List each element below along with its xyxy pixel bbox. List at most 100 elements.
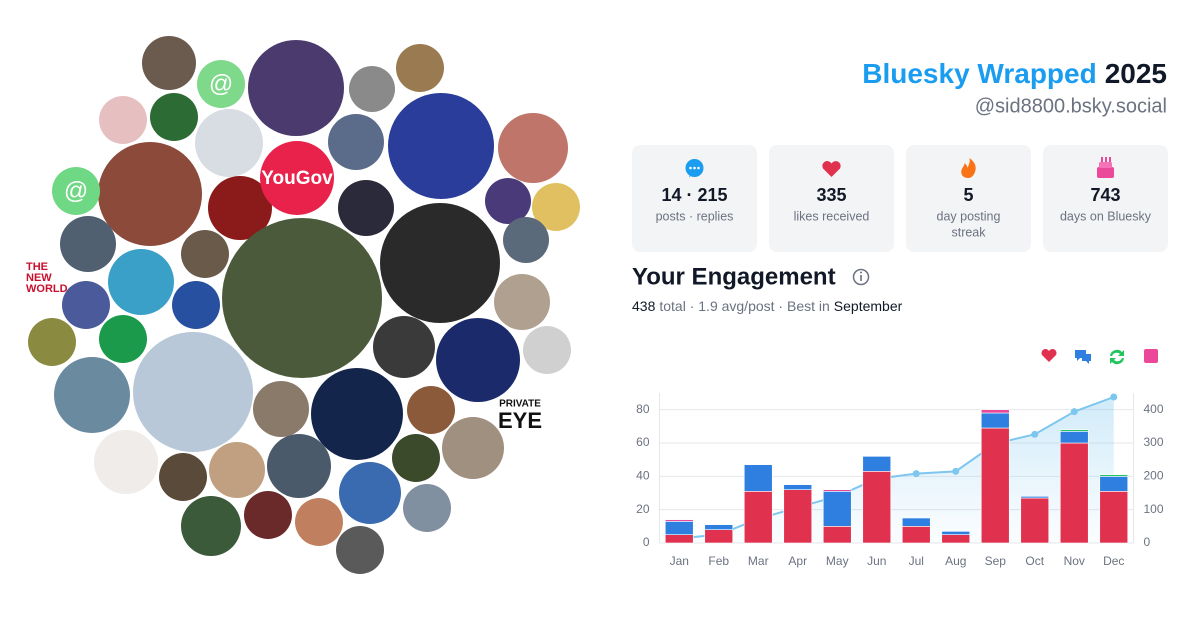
avatar xyxy=(248,40,344,136)
avatar xyxy=(373,316,435,378)
bar xyxy=(980,427,1010,544)
stat-card xyxy=(906,145,1031,252)
avatar xyxy=(253,381,309,437)
avatar xyxy=(267,434,331,498)
bar xyxy=(743,491,773,544)
avatar xyxy=(222,218,382,378)
bar xyxy=(862,471,892,544)
avatar xyxy=(485,178,531,224)
stat-value: 743 xyxy=(1090,185,1120,205)
avatar xyxy=(295,498,343,546)
avatar xyxy=(54,357,130,433)
x-tick-label: Jun xyxy=(867,554,886,568)
brand: Bluesky Wrapped xyxy=(862,58,1096,89)
heart-icon xyxy=(822,161,841,177)
avatar xyxy=(208,176,272,240)
bar xyxy=(743,464,773,492)
x-tick-label: Nov xyxy=(1064,554,1085,568)
bar xyxy=(664,534,694,544)
avatar xyxy=(328,114,384,170)
avatar xyxy=(52,167,100,215)
stat-card xyxy=(769,145,894,252)
avatar xyxy=(388,93,494,199)
bar xyxy=(1099,476,1129,492)
bar xyxy=(1059,429,1089,432)
stat-label: likes received xyxy=(794,209,870,223)
y-tick-label: 0 xyxy=(643,535,650,549)
avatar xyxy=(142,36,196,90)
avatar xyxy=(60,216,116,272)
avatar xyxy=(172,281,220,329)
y2-tick-label: 200 xyxy=(1144,469,1164,483)
bar xyxy=(862,456,892,472)
y-tick-label: 80 xyxy=(636,402,650,416)
avatar xyxy=(28,318,76,366)
avatar xyxy=(403,484,451,532)
legend-icon[interactable] xyxy=(1110,349,1124,365)
avatar xyxy=(532,183,580,231)
bar xyxy=(1059,431,1089,444)
avatar xyxy=(339,462,401,524)
avatar xyxy=(311,368,403,460)
bar xyxy=(664,519,694,522)
logo-text: PRIVATE xyxy=(499,399,541,410)
logo-text: @ xyxy=(64,177,88,204)
handle: @sid8800.bsky.social xyxy=(975,95,1167,117)
avatar xyxy=(436,318,520,402)
avatar xyxy=(392,434,440,482)
x-tick-label: Mar xyxy=(748,554,769,568)
avatar xyxy=(338,180,394,236)
y-tick-label: 20 xyxy=(636,502,650,516)
stat-label: days on Bluesky xyxy=(1060,209,1152,223)
bar xyxy=(822,526,852,544)
flame-icon xyxy=(961,158,976,178)
legend-icon[interactable] xyxy=(1144,349,1158,363)
x-tick-label: Oct xyxy=(1025,554,1044,568)
x-tick-label: Jul xyxy=(909,554,924,568)
stat-label: day posting xyxy=(937,209,1001,223)
avatar xyxy=(197,60,245,108)
bar xyxy=(941,531,971,535)
summary-total: 438 xyxy=(632,298,656,314)
logo-text: NEW xyxy=(26,272,52,284)
stat-card xyxy=(632,145,757,252)
avatar xyxy=(94,430,158,494)
bar xyxy=(1020,496,1050,499)
info-icon[interactable] xyxy=(852,268,870,286)
avatar xyxy=(181,230,229,278)
line-point xyxy=(952,467,960,475)
line-point xyxy=(1070,408,1078,416)
y2-tick-label: 100 xyxy=(1144,502,1164,516)
legend-icon[interactable] xyxy=(1075,350,1091,364)
summary: 438 total · 1.9 avg/post · Best in Septemb… xyxy=(632,298,903,314)
avatar xyxy=(150,93,198,141)
title: Bluesky Wrapped 2025 xyxy=(862,58,1167,89)
avatar xyxy=(99,96,147,144)
section-title: Your Engagement xyxy=(632,263,836,290)
bar xyxy=(901,517,931,527)
stat-value: 14 · 215 xyxy=(661,185,727,205)
cake-icon xyxy=(1097,157,1114,178)
bar xyxy=(664,521,694,535)
x-tick-label: Dec xyxy=(1103,554,1124,568)
avatar xyxy=(442,417,504,479)
bar xyxy=(704,529,734,544)
bar xyxy=(1020,497,1050,544)
avatar xyxy=(209,442,265,498)
summary-best: September xyxy=(834,298,903,314)
avatar xyxy=(62,281,110,329)
engagement-chart: 0 20 40 60 80 0 100 200 300 400 Jan Feb Mar Apr May Jun… xyxy=(636,348,1164,568)
line-point xyxy=(1031,430,1039,438)
line-point xyxy=(912,470,920,478)
avatar xyxy=(494,274,550,330)
logo-text: WORLD xyxy=(26,283,68,295)
avatar xyxy=(159,453,207,501)
avatar xyxy=(244,491,292,539)
line-point xyxy=(1110,393,1118,401)
bar xyxy=(980,412,1010,429)
avatar xyxy=(181,496,241,556)
bar xyxy=(941,534,971,544)
legend-icon[interactable] xyxy=(1041,348,1057,362)
